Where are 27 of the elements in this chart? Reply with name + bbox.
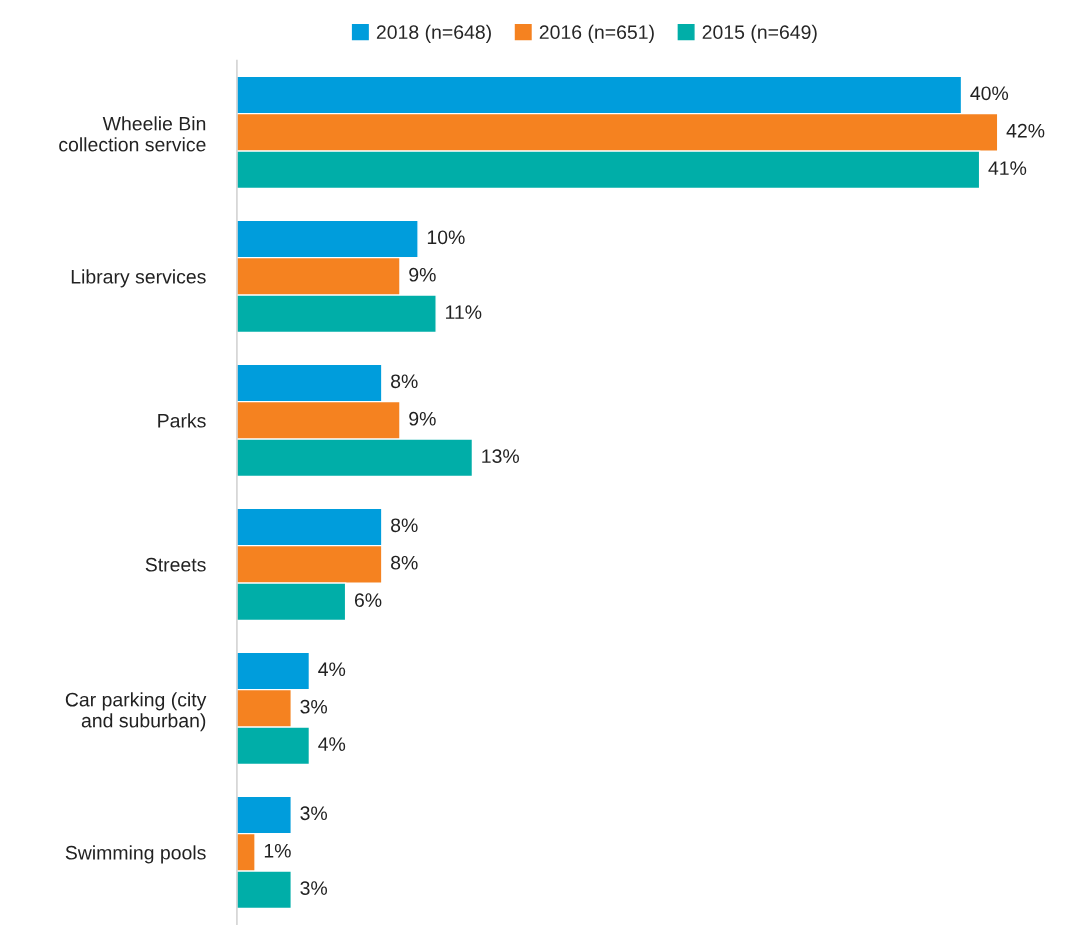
data-label: 6% (354, 593, 382, 608)
data-label: 3% (300, 699, 328, 714)
y-tick-label: Parks (158, 413, 206, 428)
data-label: 3% (300, 881, 328, 896)
y-tick-label: Car parking (city and suburban) (65, 692, 207, 732)
data-label: 13% (482, 449, 519, 464)
data-label: 41% (988, 161, 1027, 175)
data-label: 8% (391, 374, 418, 389)
y-tick-label: Wheelie Bin collection service (59, 116, 206, 152)
y-tick-label: Library services (71, 269, 206, 288)
y-tick-label: Streets (145, 557, 206, 572)
data-label: 8% (391, 518, 418, 533)
data-label: 4% (318, 662, 346, 677)
data-label: 1% (264, 843, 291, 858)
legend-label: 2018 (n=648) (376, 24, 491, 43)
data-label: 8% (391, 555, 418, 570)
y-tick-label: Swimming pools (65, 845, 206, 864)
data-label: 9% (409, 267, 436, 282)
legend-label: 2015 (n=649) (702, 24, 817, 43)
legend-label: 2016 (n=651) (539, 24, 654, 43)
data-label: 10% (427, 230, 465, 245)
data-label: 9% (409, 411, 436, 426)
data-label: 11% (446, 305, 482, 319)
data-label: 4% (318, 737, 346, 751)
data-label: 40% (970, 86, 1009, 101)
data-label: 42% (1006, 123, 1045, 138)
data-label: 3% (300, 806, 328, 821)
